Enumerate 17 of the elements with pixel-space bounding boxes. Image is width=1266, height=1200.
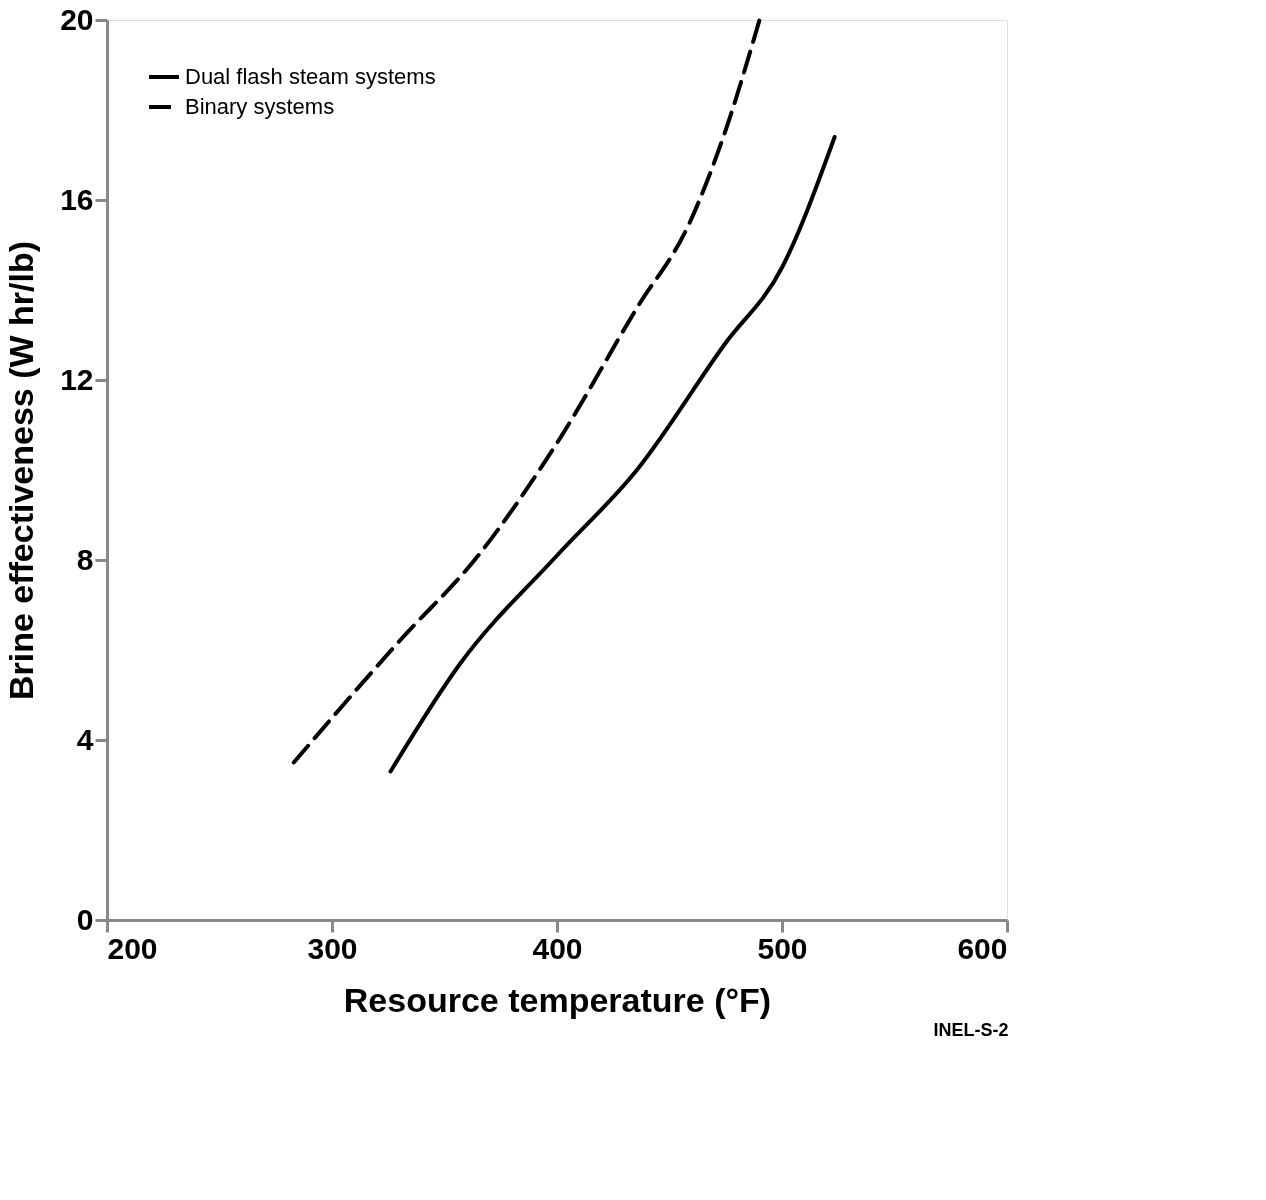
y-tick-label: 16 — [60, 182, 94, 216]
y-tick-label: 12 — [60, 362, 94, 396]
x-tick-label: 600 — [957, 931, 1008, 965]
x-tick-label: 200 — [107, 931, 158, 965]
y-axis-title: Brine effectiveness (W hr/lb) — [2, 240, 41, 701]
legend-label: Binary systems — [185, 94, 335, 119]
legend-label: Dual flash steam systems — [185, 64, 436, 89]
x-tick-label: 400 — [532, 931, 583, 965]
y-tick-label: 20 — [60, 2, 94, 36]
y-tick-label: 4 — [76, 722, 94, 756]
line-series — [388, 135, 837, 774]
x-tick-label: 500 — [757, 931, 808, 965]
y-tick-label: 8 — [76, 542, 94, 576]
y-tick-label: 0 — [76, 902, 94, 936]
text: INEL-S-2 — [933, 1020, 1009, 1040]
x-tick-label: 300 — [307, 931, 358, 965]
x-axis-title: Resource temperature (°F) — [343, 980, 772, 1019]
